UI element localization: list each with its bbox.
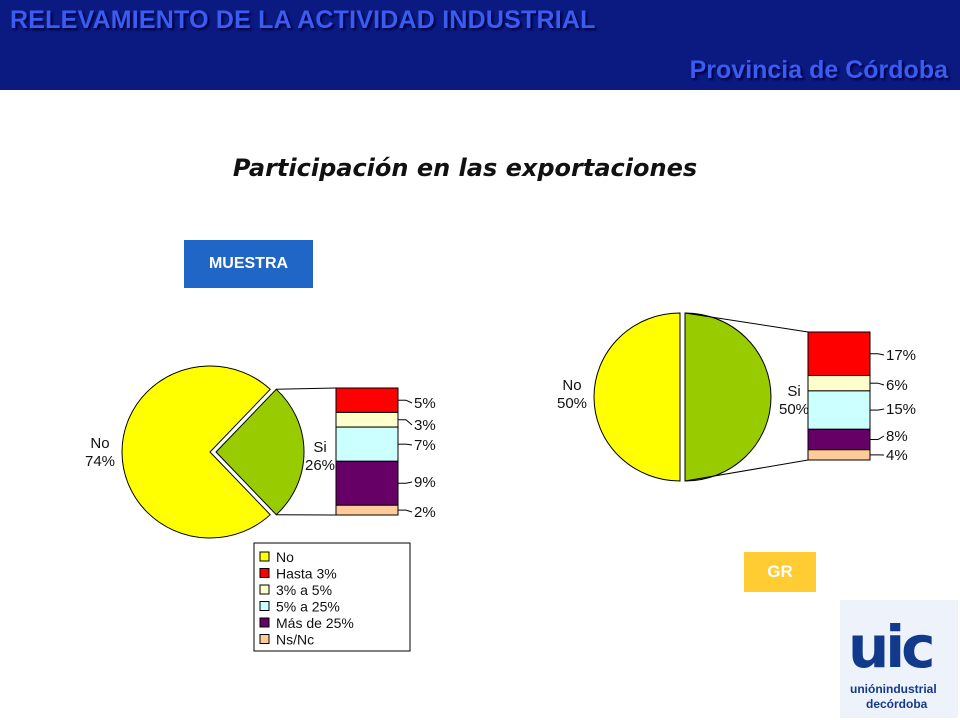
chart1-label-si: Si 26% — [305, 439, 335, 474]
chart2-leader2-5-a-25 — [877, 408, 885, 411]
header-bar: RELEVAMIENTO DE LA ACTIVIDAD INDUSTRIAL … — [0, 0, 960, 90]
chart1-bar-label-3-a-5: 3% — [414, 417, 436, 434]
chart2-bar-label-5-a-25: 15% — [886, 401, 916, 418]
chart1-bar-label-m-s-de-25: 9% — [414, 474, 436, 491]
chart2-bar-hasta-3 — [807, 331, 871, 377]
slide-title: Participación en las exportaciones — [232, 154, 698, 182]
chart1-bar-label-5-a-25: 7% — [414, 437, 436, 454]
chart2-bar-m-s-de-25 — [807, 428, 871, 451]
legend-swatch-no — [259, 551, 270, 562]
chart1-leader2-3-a-5 — [405, 419, 413, 426]
chart1-bar-ns-nc — [335, 504, 399, 516]
chart2-leader2-3-a-5 — [877, 382, 885, 386]
legend-box — [253, 542, 411, 652]
legend-label-m-s-de-25: Más de 25% — [276, 615, 354, 631]
chart2-connector-bottom — [684, 459, 809, 482]
chart1-bar-5-a-25 — [335, 426, 399, 462]
chart1-slice-no — [121, 365, 271, 539]
legend-label-5-a-25: 5% a 25% — [276, 599, 340, 615]
gr-tag: GR — [744, 552, 816, 592]
header-title: RELEVAMIENTO DE LA ACTIVIDAD INDUSTRIAL — [10, 6, 596, 34]
legend-label-hasta-3: Hasta 3% — [276, 566, 337, 582]
legend-label-3-a-5: 3% a 5% — [276, 582, 332, 598]
legend-swatch-5-a-25 — [259, 601, 270, 611]
legend-swatch-hasta-3 — [259, 568, 270, 578]
legend-swatch-ns-nc — [259, 634, 270, 644]
chart2-bar-label-hasta-3: 17% — [886, 347, 916, 364]
chart1-leader2-5-a-25 — [405, 443, 413, 446]
chart1-bar-label-hasta-3: 5% — [414, 395, 436, 412]
chart1-bar-label-ns-nc: 2% — [414, 504, 436, 521]
chart2-leader2-m-s-de-25 — [877, 435, 885, 440]
chart1-leader2-ns-nc — [405, 509, 413, 513]
chart1-connector-top — [276, 387, 337, 390]
chart2-bar-label-ns-nc: 4% — [886, 447, 908, 464]
chart2-bar-label-3-a-5: 6% — [886, 377, 908, 394]
chart2-bar-3-a-5 — [807, 375, 871, 392]
legend-swatch-m-s-de-25 — [259, 617, 270, 628]
chart1-bar-m-s-de-25 — [335, 460, 399, 506]
header-subtitle: Provincia de Córdoba — [689, 56, 948, 84]
muestra-tag: MUESTRA — [184, 240, 313, 288]
logo-text-line2: decórdoba — [866, 697, 928, 711]
chart1-slice-si — [215, 388, 305, 516]
chart1-label-no: No 74% — [85, 435, 115, 470]
chart1-leader2-hasta-3 — [405, 399, 413, 404]
legend-label-ns-nc: Ns/Nc — [276, 632, 314, 648]
chart2-leader2-hasta-3 — [877, 353, 885, 356]
chart2-label-si: Si 50% — [779, 383, 809, 418]
logo-text-line1: uniónindustrial — [850, 682, 937, 696]
chart1-bar-3-a-5 — [335, 411, 399, 428]
chart2-bar-ns-nc — [807, 449, 871, 461]
logo-mark: uic — [848, 613, 936, 681]
legend-swatch-3-a-5 — [259, 584, 270, 595]
chart2-slice-si — [684, 312, 772, 482]
uic-logo — [840, 600, 958, 718]
chart1-bar-hasta-3 — [335, 387, 399, 413]
legend-label-no: No — [276, 549, 294, 565]
chart1-leader2-m-s-de-25 — [405, 481, 413, 484]
chart2-slice-no — [593, 312, 681, 482]
chart2-bar-label-m-s-de-25: 8% — [886, 428, 908, 445]
chart2-bar-5-a-25 — [807, 390, 871, 430]
chart2-connector-top — [684, 312, 809, 333]
chart2-label-no: No 50% — [557, 377, 587, 412]
